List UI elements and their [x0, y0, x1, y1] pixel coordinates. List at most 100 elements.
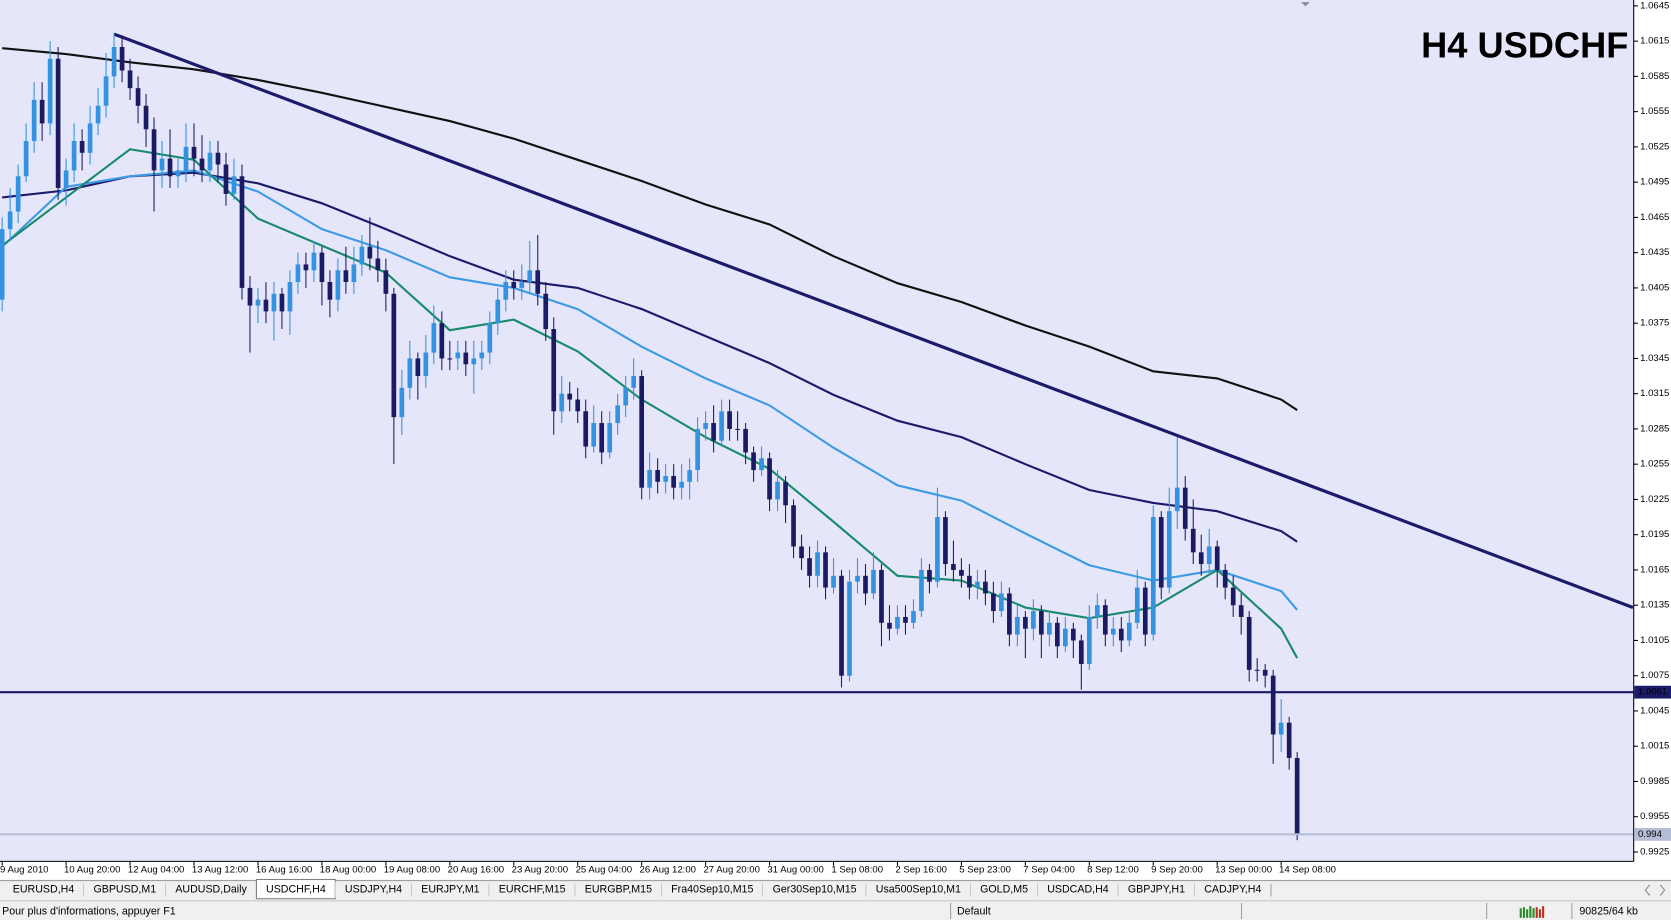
candle-body	[775, 481, 780, 500]
tab[interactable]: Usa500Sep10,M1	[866, 881, 972, 898]
tab[interactable]: GBPUSD,M1	[83, 881, 167, 898]
x-tick-label: 10 Aug 20:00	[64, 864, 120, 875]
x-tick-label: 9 Sep 20:00	[1151, 864, 1203, 875]
tab[interactable]: EURGBP,M15	[575, 881, 663, 898]
y-tick-label: 1.0255	[1640, 459, 1669, 470]
candle-body	[143, 105, 149, 130]
tab[interactable]: EURUSD,H4	[3, 881, 85, 898]
candle-body	[935, 517, 940, 582]
candle-body	[919, 569, 924, 612]
tab-background[interactable]	[1118, 881, 1195, 898]
tab[interactable]: GBPJPY,H1	[1118, 881, 1196, 898]
x-tick-label: 20 Aug 16:00	[448, 864, 504, 875]
candle-body	[847, 581, 852, 676]
candle-body	[1230, 587, 1236, 606]
candle-body	[199, 158, 205, 171]
tab[interactable]: EURJPY,M1	[411, 881, 490, 898]
tab-label[interactable]: EURGBP,M15	[585, 883, 652, 895]
candle-body	[1007, 593, 1012, 635]
tab-label[interactable]: EURUSD,H4	[13, 883, 75, 895]
candle-body	[79, 141, 85, 153]
y-tick-label: 1.0465	[1640, 212, 1669, 223]
candle-body	[975, 581, 980, 588]
x-tick-label: 2 Sep 16:00	[895, 864, 947, 875]
tab-label[interactable]: EURCHF,M15	[499, 883, 566, 895]
tab[interactable]: USDCHF,H4	[255, 878, 336, 900]
candle-body	[767, 458, 772, 500]
tab-label[interactable]: GBPUSD,M1	[93, 883, 156, 895]
candle-body	[1182, 487, 1188, 529]
tab-background[interactable]	[763, 881, 867, 898]
candle-body	[455, 352, 461, 359]
tab[interactable]: AUDUSD,Daily	[165, 881, 257, 898]
candle-body	[815, 552, 820, 576]
candle-body	[511, 282, 517, 288]
price-label-box	[1634, 827, 1671, 841]
tab-label[interactable]: EURJPY,M1	[421, 883, 479, 895]
tab-label[interactable]: USDCHF,H4	[266, 883, 326, 895]
tab-label[interactable]: USDJPY,H4	[345, 883, 402, 895]
tab[interactable]: CADJPY,H4	[1194, 881, 1272, 898]
tab-label[interactable]: USDCAD,H4	[1047, 883, 1109, 895]
tab-background[interactable]	[661, 881, 764, 898]
tab-label[interactable]: Fra40Sep10,M15	[671, 883, 753, 895]
candle-body	[23, 141, 29, 177]
candle-body	[279, 293, 285, 312]
tab-label[interactable]: AUDUSD,Daily	[175, 883, 247, 895]
candle-body	[679, 481, 684, 488]
candle-body	[287, 282, 293, 312]
candle-body	[1070, 628, 1076, 641]
tab-background[interactable]	[3, 881, 84, 898]
candle-body	[87, 123, 93, 153]
tab-background[interactable]	[866, 881, 971, 898]
price-label: 1.0061	[1638, 687, 1667, 698]
candle-body	[151, 129, 157, 171]
candle-body	[1118, 628, 1124, 641]
candle-body	[183, 146, 189, 171]
y-tick-label: 1.0615	[1640, 36, 1669, 47]
tab-background[interactable]	[489, 881, 576, 898]
connection-indicator	[1519, 906, 1545, 918]
y-tick-label: 1.0525	[1640, 141, 1669, 152]
tab-label[interactable]: GOLD,M5	[980, 883, 1028, 895]
x-tick-label: 23 Aug 20:00	[512, 864, 568, 875]
candle-body	[127, 70, 133, 89]
candle-body	[1166, 511, 1172, 588]
candle-body	[1286, 722, 1292, 758]
tab-background[interactable]	[575, 881, 662, 898]
tab[interactable]: EURCHF,M15	[489, 881, 576, 898]
tab-label[interactable]: Ger30Sep10,M15	[773, 883, 857, 895]
tab-label[interactable]: CADJPY,H4	[1204, 883, 1261, 895]
tab[interactable]: USDCAD,H4	[1037, 881, 1119, 898]
status-memory: 90825/64 kb	[1579, 905, 1638, 917]
tab-label[interactable]: Usa500Sep10,M1	[876, 883, 961, 895]
candle-body	[215, 152, 221, 165]
tab[interactable]: USDJPY,H4	[335, 881, 413, 898]
candle-body	[383, 270, 389, 294]
y-tick-label: 1.0405	[1640, 282, 1669, 293]
tab-label[interactable]: GBPJPY,H1	[1128, 883, 1185, 895]
tab-background[interactable]	[1194, 881, 1271, 898]
tab-background[interactable]	[165, 881, 257, 898]
tab-background[interactable]	[1037, 881, 1119, 898]
x-tick-label: 27 Aug 20:00	[703, 864, 759, 875]
plot-area	[0, 0, 1634, 862]
candle-body	[423, 352, 429, 377]
candle-body	[1206, 546, 1212, 565]
tab[interactable]: GOLD,M5	[970, 881, 1039, 898]
tab-background[interactable]	[83, 881, 166, 898]
candle-body	[239, 176, 245, 288]
tab[interactable]: Fra40Sep10,M15	[661, 881, 764, 898]
tab[interactable]: Ger30Sep10,M15	[763, 881, 867, 898]
candle-body	[727, 411, 732, 429]
tab-background[interactable]	[970, 881, 1038, 898]
candle-body	[479, 352, 485, 359]
candle-body	[391, 293, 397, 418]
tab-background[interactable]	[335, 881, 412, 898]
tab-background[interactable]	[411, 881, 490, 898]
candle-body	[375, 258, 381, 271]
tab-scroll-arrows[interactable]	[1644, 884, 1666, 896]
candle-body	[231, 176, 237, 194]
